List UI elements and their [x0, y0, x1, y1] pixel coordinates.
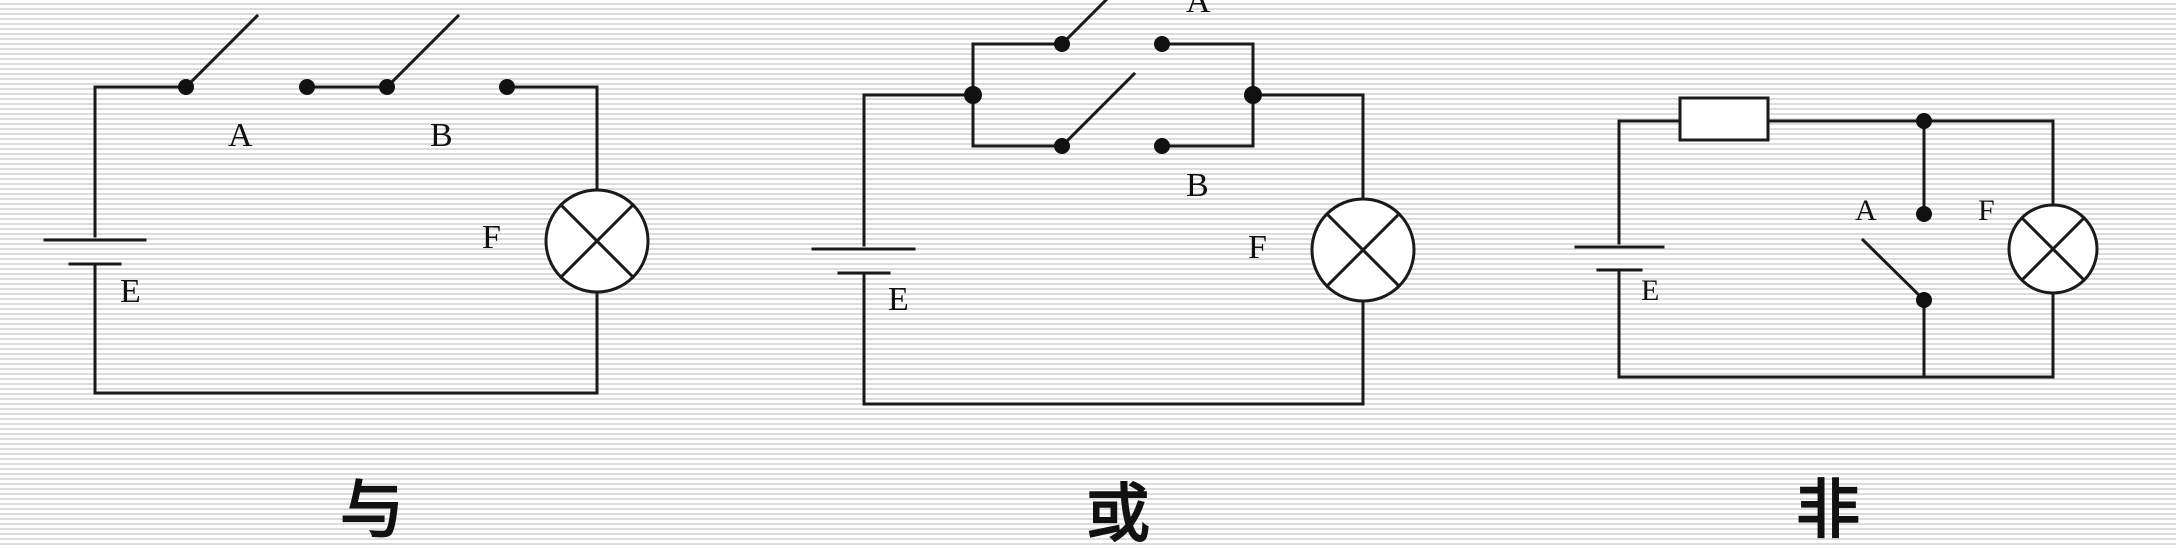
or-lamp [1310, 197, 1416, 303]
or-wire-branch-right [1160, 42, 1255, 148]
and-wire-right [505, 85, 599, 192]
and-switch-a-label: A [228, 117, 253, 154]
or-wire-left [862, 93, 975, 247]
not-junction-top-node [1916, 113, 1932, 129]
or-switch-b-blade [1059, 71, 1137, 149]
or-battery-label: E [888, 281, 909, 318]
not-lamp [2007, 203, 2099, 295]
and-circuit: A B F E 与 [43, 13, 650, 548]
or-switch-b-label: B [1186, 167, 1209, 204]
not-switch-a-blade [1860, 237, 1927, 303]
or-wire-branch-left [971, 42, 1064, 148]
or-switch-a-contact-node [1154, 36, 1170, 52]
and-switch-b-pivot-node [379, 79, 395, 95]
and-battery-label: E [120, 273, 141, 310]
and-wire-left-top [93, 85, 188, 238]
and-switch-a-contact-node [299, 79, 315, 95]
not-switch-a-label: A [1855, 194, 1877, 227]
or-wire-right [1251, 93, 1365, 201]
not-switch-a-pivot-node [1916, 292, 1932, 308]
or-switch-a-blade [1059, 0, 1109, 47]
not-lamp-label: F [1978, 194, 1995, 227]
or-switch-a-label: A [1186, 0, 1211, 20]
not-switch-a-contact-node [1916, 206, 1932, 222]
not-wire-left [1617, 119, 1682, 245]
or-junction-right-node [1244, 86, 1262, 104]
or-junction-left-node [964, 86, 982, 104]
and-switch-b-contact-node [499, 79, 515, 95]
and-lamp [544, 188, 650, 294]
or-switch-b-contact-node [1154, 138, 1170, 154]
not-wire-right [1922, 119, 2055, 207]
or-switch-a-pivot-node [1054, 36, 1070, 52]
or-caption: 或 [1086, 478, 1150, 548]
and-switch-b-blade [384, 13, 461, 90]
not-caption: 非 [1796, 474, 1860, 548]
not-resistor [1678, 96, 1770, 142]
or-wire-bottom [862, 273, 1365, 406]
and-switch-b-label: B [430, 117, 453, 154]
and-caption: 与 [340, 474, 404, 548]
not-battery-label: E [1641, 274, 1659, 307]
and-lamp-label: F [482, 219, 501, 256]
or-circuit: A B F E 或 [811, 0, 1416, 548]
not-wire-bottom [1617, 268, 2055, 379]
not-circuit: A F E 非 [1574, 96, 2099, 548]
and-switch-a-blade [183, 13, 260, 90]
or-switch-b-pivot-node [1054, 138, 1070, 154]
or-lamp-label: F [1248, 229, 1267, 266]
and-switch-a-pivot-node [178, 79, 194, 95]
and-wire-bottom [93, 264, 599, 395]
